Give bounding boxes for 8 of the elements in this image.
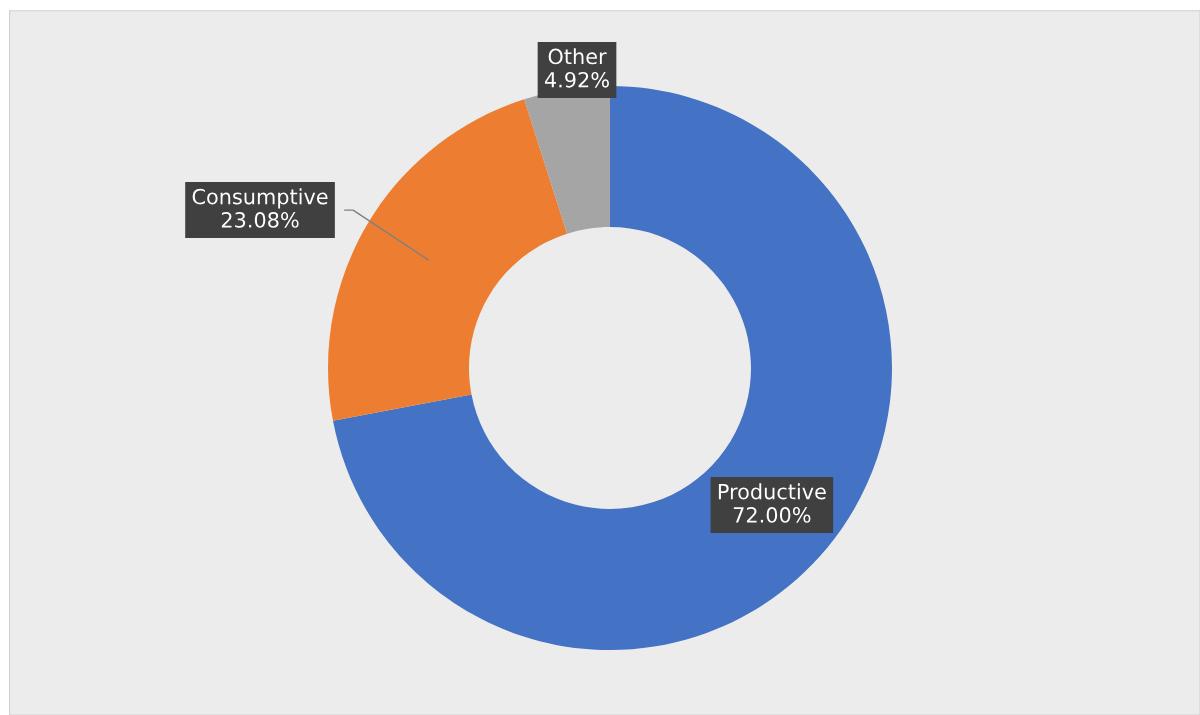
data-label: 72.00% (733, 507, 811, 523)
slice-label: Consumptive (192, 188, 328, 209)
donut-slice (328, 99, 568, 421)
slice-label: Productive (718, 483, 826, 500)
slice-label: Other (548, 48, 607, 65)
data-label: 23.08% (221, 212, 299, 228)
donut-slice (332, 86, 892, 650)
data-label: 4.92% (544, 71, 609, 88)
